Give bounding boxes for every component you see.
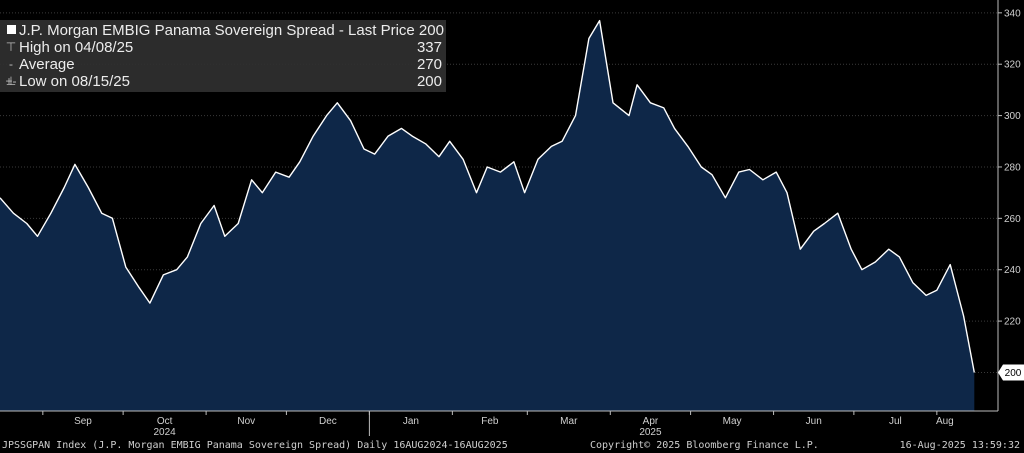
y-tick-label: 260 bbox=[1004, 214, 1021, 225]
x-tick-label: Mar bbox=[560, 416, 578, 427]
x-tick-label: Feb bbox=[481, 416, 499, 427]
legend-panel: J.P. Morgan EMBIG Panama Sovereign Sprea… bbox=[0, 20, 446, 92]
legend-low-value: 200 bbox=[416, 73, 442, 90]
average-marker-icon: -+- bbox=[5, 57, 17, 88]
series-swatch-icon bbox=[5, 22, 17, 39]
y-tick-label: 340 bbox=[1004, 8, 1021, 19]
footer-series-info: JPSSGPAN Index (J.P. Morgan EMBIG Panama… bbox=[2, 440, 508, 451]
y-axis-ticks: 200 220 240 260 280 300 320 340 bbox=[998, 8, 1021, 379]
last-price-tag-label: 200 bbox=[1005, 368, 1022, 379]
low-marker-icon: ⊥ bbox=[5, 74, 17, 88]
y-tick-label: 280 bbox=[1004, 162, 1021, 173]
x-tick-label: Jan bbox=[403, 416, 419, 427]
legend-high-label: High on 04/08/25 bbox=[19, 39, 134, 56]
x-tick-label: Nov bbox=[237, 416, 255, 427]
legend-title-row: J.P. Morgan EMBIG Panama Sovereign Sprea… bbox=[0, 22, 446, 39]
area-fill bbox=[0, 20, 975, 411]
legend-low-row: ⊥ Low on 08/15/25 200 bbox=[0, 73, 446, 90]
legend-high-value: 337 bbox=[416, 39, 442, 56]
y-tick-label: 220 bbox=[1004, 317, 1021, 328]
legend-low-label: Low on 08/15/25 bbox=[19, 73, 130, 90]
x-axis-ticks: Sep Oct Nov Dec Jan Feb Mar Apr May Jun Jul Aug 2024… bbox=[42, 411, 954, 438]
x-tick-label: Oct bbox=[157, 416, 173, 427]
year-label: 2024 bbox=[153, 427, 176, 438]
last-price-tag-shape bbox=[998, 364, 1024, 381]
x-tick-label: Apr bbox=[643, 416, 659, 427]
x-tick-label: Sep bbox=[74, 416, 92, 427]
last-price-tag: 200 bbox=[998, 364, 1024, 381]
x-tick-label: Aug bbox=[936, 416, 954, 427]
legend-average-row: -+- Average 270 bbox=[0, 56, 446, 88]
high-marker-icon: ⊤ bbox=[5, 40, 17, 54]
x-tick-label: May bbox=[723, 416, 742, 427]
footer-timestamp: 16-Aug-2025 13:59:32 bbox=[899, 440, 1020, 451]
legend-average-value: 270 bbox=[416, 56, 442, 73]
price-line bbox=[0, 19, 975, 373]
x-tick-label: Dec bbox=[319, 416, 337, 427]
y-tick-label: 240 bbox=[1004, 265, 1021, 276]
x-tick-label: Jul bbox=[889, 416, 902, 427]
footer-copyright: Copyright© 2025 Bloomberg Finance L.P. bbox=[590, 440, 819, 451]
year-label: 2025 bbox=[639, 427, 662, 438]
legend-average-label: Average bbox=[19, 56, 75, 73]
legend-high-row: ⊤ High on 04/08/25 337 bbox=[0, 39, 446, 56]
legend-title: J.P. Morgan EMBIG Panama Sovereign Sprea… bbox=[19, 22, 444, 39]
y-tick-label: 300 bbox=[1004, 111, 1021, 122]
y-tick-label: 320 bbox=[1004, 60, 1021, 71]
x-tick-label: Jun bbox=[806, 416, 822, 427]
